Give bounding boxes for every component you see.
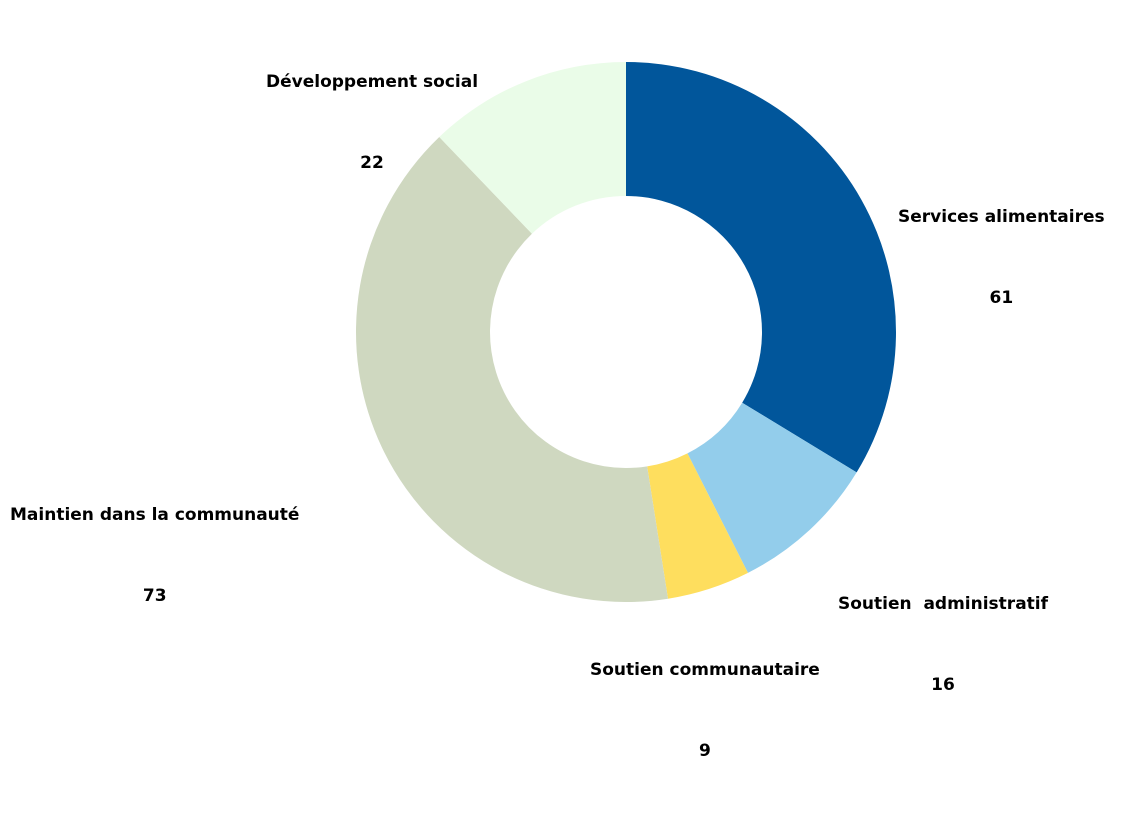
donut-slices	[356, 62, 896, 602]
donut-chart	[356, 62, 896, 602]
label-soutien-communautaire: Soutien communautaire 9	[590, 603, 820, 819]
label-name: Soutien administratif	[838, 594, 1049, 614]
slice-soutien-administratif	[687, 402, 857, 573]
slice-developpement-social	[439, 62, 626, 234]
label-soutien-administratif: Soutien administratif 16	[838, 537, 1048, 753]
slice-services-alimentaires	[626, 62, 896, 473]
label-name: Maintien dans la communauté	[10, 505, 300, 525]
label-name: Soutien communautaire	[590, 660, 820, 680]
label-value: 73	[142, 586, 167, 606]
label-developpement-social: Développement social 22	[266, 15, 478, 231]
slice-soutien-communautaire	[647, 453, 748, 599]
label-value: 16	[931, 675, 955, 695]
label-value: 22	[360, 153, 384, 173]
label-name: Services alimentaires	[898, 207, 1105, 227]
slice-maintien-dans-la-communaute	[356, 136, 669, 602]
label-services-alimentaires: Services alimentaires 61	[898, 150, 1105, 366]
label-value: 61	[989, 288, 1014, 308]
label-maintien-dans-la-communaute: Maintien dans la communauté 73	[10, 448, 299, 664]
label-name: Développement social	[266, 72, 479, 92]
label-value: 9	[699, 741, 711, 761]
